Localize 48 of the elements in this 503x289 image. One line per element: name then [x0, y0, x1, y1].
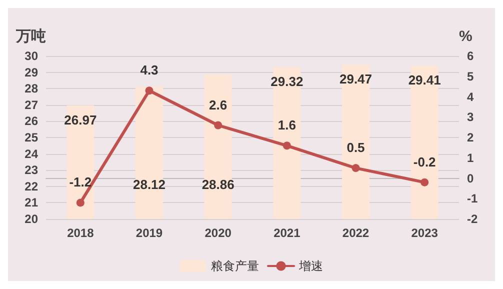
data-label: 28.86: [202, 177, 234, 192]
data-label: -1.2: [69, 174, 92, 190]
data-label: 1.6: [278, 118, 296, 133]
point: [214, 121, 222, 130]
x-tick-label: 2021: [274, 226, 301, 240]
data-label: -0.2: [413, 154, 436, 170]
y-tick-label: 24: [24, 146, 38, 161]
x-tick-label: 2018: [67, 226, 94, 240]
y2-axis-title: %: [459, 28, 472, 45]
point: [76, 198, 84, 207]
y-tick-label: 29: [24, 65, 38, 80]
y-tick-label: 22: [24, 179, 38, 194]
point: [145, 86, 154, 95]
y2-tick-label: 2: [467, 130, 474, 144]
y2-tick-label: -1: [467, 192, 478, 206]
x-tick-label: 2022: [342, 226, 370, 240]
y-tick-label: 27: [24, 98, 38, 112]
y2-tick-label: 4: [467, 90, 474, 104]
y-tick-label: 25: [24, 130, 38, 144]
point: [420, 178, 429, 186]
data-label: 29.41: [408, 72, 441, 88]
y-tick-label: 28: [24, 82, 38, 96]
point: [282, 142, 291, 150]
y-tick-label: 21: [24, 196, 38, 210]
data-label: 2.6: [209, 97, 228, 112]
data-label: 4.3: [140, 62, 158, 78]
data-label: 29.32: [270, 74, 304, 90]
x-tick-label: 2023: [411, 226, 438, 240]
legend-label: 粮食产量: [211, 259, 259, 273]
y2-tick-label: -2: [467, 212, 478, 226]
data-label: 0.5: [346, 140, 365, 156]
y-tick-label: 23: [24, 163, 38, 178]
data-label: 29.47: [339, 72, 372, 87]
y2-tick-label: 3: [467, 110, 474, 124]
y-tick-label: 20: [24, 212, 38, 226]
data-label: 28.12: [132, 177, 166, 192]
point: [352, 164, 360, 172]
y2-tick-label: 1: [467, 150, 474, 165]
legend-label: 增速: [298, 259, 323, 273]
y2-tick-label: 6: [467, 49, 474, 63]
y-axis-title: 万吨: [15, 28, 46, 45]
y-tick-label: 26: [24, 114, 38, 128]
data-label: 26.97: [64, 112, 97, 128]
x-tick-label: 2020: [204, 226, 232, 240]
y2-tick-label: 5: [467, 69, 474, 84]
y-tick-label: 30: [24, 49, 38, 63]
y2-tick-label: 0: [467, 171, 474, 186]
x-tick-label: 2019: [136, 226, 163, 240]
